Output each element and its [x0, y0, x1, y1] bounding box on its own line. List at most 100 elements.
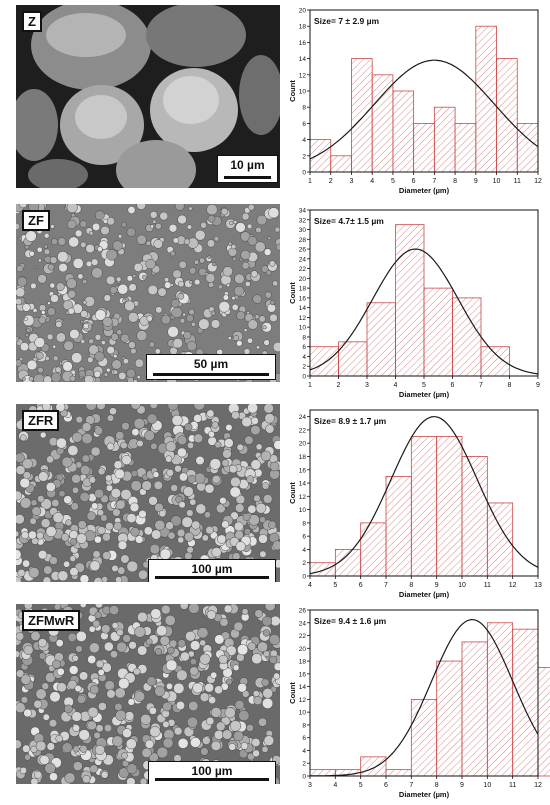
panel-z: Z 10 µm 1 2 3 4 5 6 7 8 9 10 11 12 0 2 4 6 8 10 12 14 16 18 20… — [0, 0, 550, 196]
ytick-label-zfmwr-9: 18 — [299, 659, 307, 666]
sem-micrograph-z — [16, 5, 280, 188]
sem-image-zfr: ZFR 100 µm — [16, 404, 280, 582]
y-axis-label-z: Count — [288, 80, 297, 102]
histogram-z: 1 2 3 4 5 6 7 8 9 10 11 12 0 2 4 6 8 10 12 14 16 18 20 Diameter… — [288, 0, 550, 196]
ytick-label-z-0: 0 — [302, 170, 306, 177]
xtick-label-zfmwr-7: 10 — [483, 782, 491, 789]
y-axis-label-zf: Count — [288, 282, 297, 304]
ytick-label-zfmwr-8: 16 — [299, 671, 307, 678]
ytick-label-z-10: 20 — [299, 8, 307, 15]
histogram-svg-zf: 1 2 3 4 5 6 7 8 90246810121416182022242628303234… — [288, 208, 540, 400]
ytick-label-zfmwr-10: 20 — [299, 646, 307, 653]
panel-zfmwr: ZFMwR 100 µm 3 4 5 6 7 8 9 10 11 12 0 2 4 6 8 10 12 14 16 1… — [0, 600, 550, 800]
xtick-label-zfmwr-1: 4 — [333, 782, 337, 789]
bar-zfr-2 — [360, 522, 387, 577]
x-axis-label-zf: Diameter (µm) — [399, 390, 450, 399]
xtick-label-zfmwr-9: 12 — [534, 782, 542, 789]
xtick-label-zfr-5: 9 — [435, 582, 439, 589]
y-axis-label-zfr: Count — [288, 482, 297, 504]
size-annotation-zfmwr: Size= 9.4 ± 1.6 µm — [314, 616, 387, 626]
bar-z-4 — [392, 90, 415, 173]
ytick-label-zf-12: 24 — [299, 256, 307, 263]
xtick-label-z-11: 12 — [534, 178, 542, 185]
ytick-label-zfr-10: 20 — [299, 441, 307, 448]
plot-frame-zfr — [309, 409, 539, 577]
bar-zfmwr-2 — [360, 756, 387, 777]
ytick-label-zfr-3: 6 — [302, 534, 306, 541]
histogram-svg-zfr: 4 5 6 7 8 9 10 11 12 13024681012141618202224Diame… — [288, 409, 542, 599]
histogram-svg-zfmwr: 3 4 5 6 7 8 9 10 11 1202468101214161820222426Diam… — [288, 608, 550, 799]
scale-bar-zfmwr: 100 µm — [148, 761, 276, 784]
fit-curve-zf — [309, 248, 539, 375]
scale-bar-zf: 50 µm — [146, 354, 276, 380]
scale-bar-line-zf — [153, 373, 269, 376]
xtick-label-z-8: 9 — [474, 178, 478, 185]
scale-bar-zfr: 100 µm — [148, 559, 276, 582]
xtick-label-zfr-1: 5 — [333, 582, 337, 589]
ytick-label-z-1: 2 — [302, 153, 306, 160]
ytick-label-zf-15: 30 — [299, 227, 307, 234]
sem-micrograph-zfmwr — [16, 604, 280, 784]
histogram-zf: 1 2 3 4 5 6 7 8 9 0 2 4 6 8 10 12 14 16 18 20 22 24 26 28 30 32 34… — [288, 200, 550, 400]
bar-zfr-4 — [410, 436, 438, 577]
ytick-label-zf-14: 28 — [299, 237, 307, 244]
xtick-label-z-2: 3 — [350, 178, 354, 185]
sample-label-zfmwr: ZFMwR — [22, 610, 81, 631]
ytick-label-zfr-8: 16 — [299, 467, 307, 474]
ytick-label-zfr-2: 4 — [302, 547, 306, 554]
xtick-label-z-0: 1 — [308, 178, 312, 185]
xtick-label-zfmwr-4: 7 — [409, 782, 413, 789]
histogram-svg-z: 1 2 3 4 5 6 7 8 9 10 11 1202468101214161820Diameter… — [288, 8, 542, 196]
ytick-label-zf-1: 2 — [302, 364, 306, 371]
xtick-label-zfmwr-2: 5 — [359, 782, 363, 789]
x-axis-label-zfr: Diameter (µm) — [399, 590, 450, 599]
size-annotation-zfr: Size= 8.9 ± 1.7 µm — [314, 416, 387, 426]
histogram-zfmwr: 3 4 5 6 7 8 9 10 11 12 0 2 4 6 8 10 12 14 16 18 20 22 24 26 Diam… — [288, 600, 550, 800]
ytick-label-z-6: 12 — [299, 72, 307, 79]
bar-zfmwr-9 — [537, 667, 550, 777]
bar-zfr-5 — [436, 436, 463, 577]
bar-z-6 — [433, 106, 456, 173]
bar-z-1 — [330, 155, 352, 173]
xtick-label-zfr-7: 11 — [484, 582, 491, 589]
x-axis-label-z: Diameter (µm) — [399, 186, 450, 195]
bar-zf-5 — [452, 297, 482, 377]
sample-label-z: Z — [22, 11, 42, 32]
ytick-label-zf-17: 34 — [299, 208, 307, 215]
xtick-label-zf-8: 9 — [536, 382, 540, 389]
y-axis-label-zfmwr: Count — [288, 682, 297, 704]
ytick-label-zf-10: 20 — [299, 276, 307, 283]
ytick-label-zfr-0: 0 — [302, 574, 306, 581]
ytick-label-z-4: 8 — [302, 105, 306, 112]
bar-z-0 — [309, 139, 332, 173]
xtick-label-zfr-2: 6 — [359, 582, 363, 589]
bar-z-2 — [351, 58, 373, 173]
scale-bar-label-zfmwr: 100 µm — [191, 764, 233, 778]
sem-micrograph-zfr — [16, 404, 280, 582]
ytick-label-z-5: 10 — [299, 89, 307, 96]
sem-image-z: Z 10 µm — [16, 5, 280, 188]
bar-zfmwr-6 — [461, 641, 488, 777]
xtick-label-zf-5: 6 — [451, 382, 455, 389]
xtick-label-zf-2: 3 — [365, 382, 369, 389]
histogram-zfr: 4 5 6 7 8 9 10 11 12 13 0 2 4 6 8 10 12 14 16 18 20 22 24 Diame… — [288, 400, 550, 600]
bar-zfmwr-5 — [436, 660, 463, 777]
ytick-label-zf-11: 22 — [299, 266, 307, 273]
ytick-label-zfmwr-4: 8 — [302, 722, 306, 729]
scale-bar-label-z: 10 µm — [230, 158, 265, 172]
ytick-label-zfr-6: 12 — [299, 494, 307, 501]
xtick-label-z-3: 4 — [370, 178, 374, 185]
ytick-label-zfmwr-11: 22 — [299, 633, 307, 640]
fit-curve-z — [309, 59, 539, 160]
x-axis-label-zfmwr: Diameter (µm) — [399, 790, 450, 799]
ytick-label-zfmwr-1: 2 — [302, 761, 306, 768]
ytick-label-zf-13: 26 — [299, 247, 307, 254]
xtick-label-zf-6: 7 — [479, 382, 483, 389]
bar-zf-2 — [366, 302, 396, 377]
ytick-label-zfr-7: 14 — [299, 481, 307, 488]
ytick-label-zfr-1: 2 — [302, 560, 306, 567]
sem-image-zf: ZF 50 µm — [16, 204, 280, 382]
xtick-label-z-4: 5 — [391, 178, 395, 185]
xtick-label-z-9: 10 — [493, 178, 501, 185]
ytick-label-zfmwr-12: 24 — [299, 620, 307, 627]
